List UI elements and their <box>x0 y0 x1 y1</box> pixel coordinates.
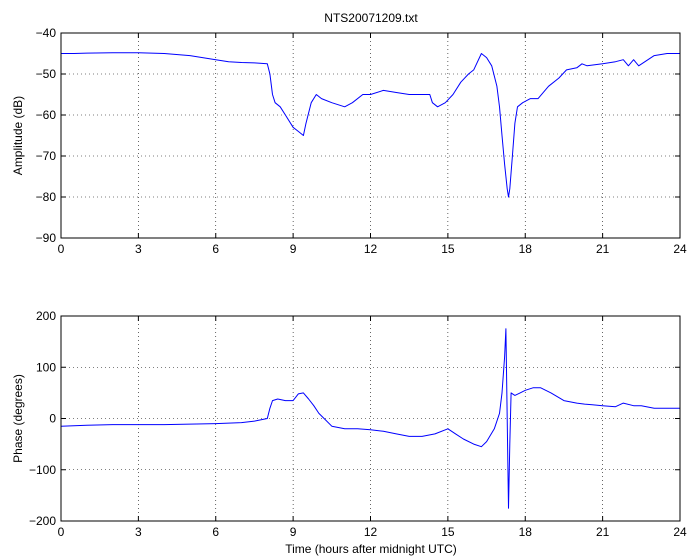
x-tick-label: 12 <box>364 525 378 539</box>
y-axis-label: Phase (degrees) <box>11 374 25 463</box>
series-line <box>61 52 680 198</box>
y-tick-label: −90 <box>36 231 57 245</box>
x-tick-label: 24 <box>673 242 687 256</box>
y-tick-label: −80 <box>36 190 57 204</box>
y-tick-label: −40 <box>36 26 57 40</box>
x-tick-label: 9 <box>290 525 297 539</box>
series-line <box>60 328 680 509</box>
amplitude-panel: 0 3 6 9 12 15 18 21 24 −90 −80 −70 −60 −50 −40 Amplitud… <box>11 26 687 256</box>
x-tick-label: 18 <box>519 525 533 539</box>
x-tick-label: 3 <box>135 242 142 256</box>
x-tick-label: 0 <box>58 525 65 539</box>
x-tick-label: 21 <box>596 525 610 539</box>
y-tick-label: −200 <box>29 514 56 528</box>
y-axis-label: Amplitude (dB) <box>11 96 25 175</box>
x-tick-label: 6 <box>212 525 219 539</box>
x-tick-label: 0 <box>58 242 65 256</box>
y-tick-label: 200 <box>36 309 56 323</box>
x-tick-label: 15 <box>441 242 455 256</box>
x-tick-label: 3 <box>135 525 142 539</box>
x-tick-label: 18 <box>519 242 533 256</box>
y-tick-label: −100 <box>29 463 56 477</box>
y-tick-label: −70 <box>36 149 57 163</box>
x-tick-label: 6 <box>212 242 219 256</box>
x-axis-label: Time (hours after midnight UTC) <box>285 542 457 556</box>
y-tick-label: 0 <box>49 412 56 426</box>
x-tick-label: 12 <box>364 242 378 256</box>
chart-title: NTS20071209.txt <box>324 11 418 25</box>
phase-panel: 0 3 6 9 12 15 18 21 24 −200 −100 0 100 200 Phase (degr… <box>11 309 687 539</box>
x-tick-label: 21 <box>596 242 610 256</box>
y-tick-label: −50 <box>36 67 57 81</box>
y-tick-label: −60 <box>36 108 57 122</box>
x-tick-label: 9 <box>290 242 297 256</box>
y-tick-label: 100 <box>36 360 56 374</box>
x-tick-label: 15 <box>441 525 455 539</box>
x-tick-label: 24 <box>673 525 687 539</box>
